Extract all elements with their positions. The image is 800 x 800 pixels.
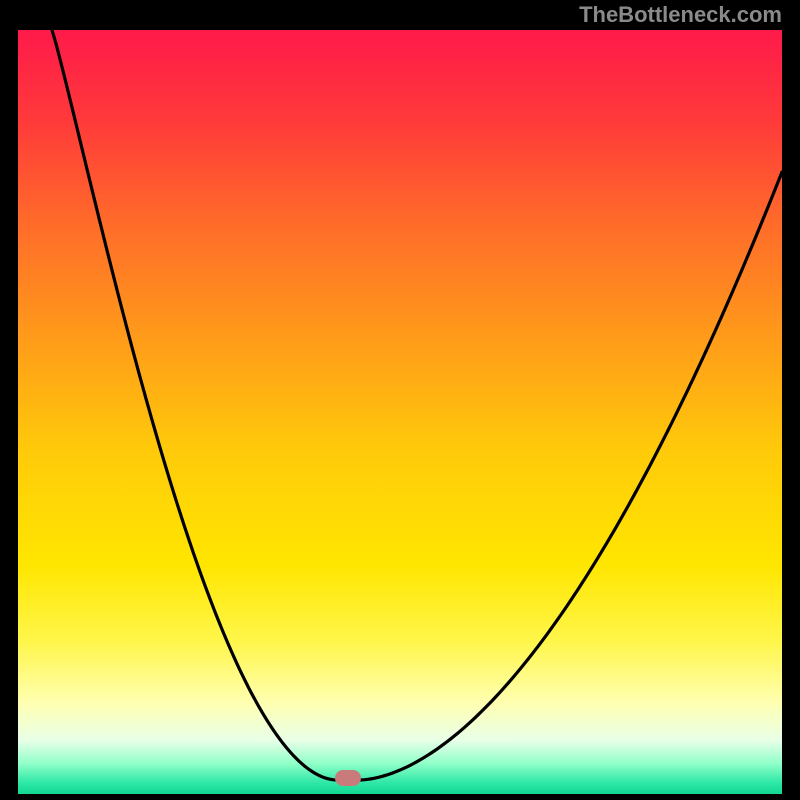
bottleneck-chart — [0, 0, 800, 800]
plot-area — [18, 30, 782, 794]
chart-container: TheBottleneck.com — [0, 0, 800, 800]
watermark-text: TheBottleneck.com — [579, 2, 782, 28]
bottom-frame — [0, 794, 800, 800]
optimum-marker — [335, 770, 361, 786]
